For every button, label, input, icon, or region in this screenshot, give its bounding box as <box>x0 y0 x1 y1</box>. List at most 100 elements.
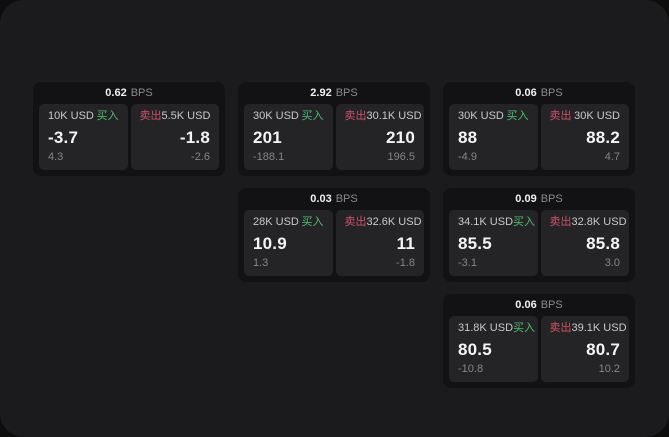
bps-value: 2.92 <box>310 87 332 99</box>
sell-panel[interactable]: 卖出 30.1K USD 210 196.5 <box>335 104 424 170</box>
sell-price: 85.8 <box>586 233 620 253</box>
sell-label-row: 卖出 30K USD <box>550 109 621 123</box>
buy-panel[interactable]: 34.1K USD 买入 85.5 -3.1 <box>449 210 538 276</box>
sell-delta: 4.7 <box>604 151 620 163</box>
sell-delta: 10.2 <box>598 363 620 375</box>
bps-value: 0.06 <box>515 87 537 99</box>
buy-size: 31.8K USD <box>458 322 514 334</box>
buy-size: 28K USD <box>253 216 299 228</box>
sell-price: -1.8 <box>179 127 210 147</box>
buy-price: 88 <box>458 127 478 147</box>
buy-label-row: 30K USD 买入 <box>458 109 529 123</box>
panels-row: 30K USD 买入 88 -4.9 卖出 30K USD 88.2 4.7 <box>443 104 635 176</box>
sell-side-label: 卖出 <box>549 110 572 122</box>
sell-label-row: 卖出 30.1K USD <box>344 109 422 123</box>
buy-size: 30K USD <box>253 110 299 122</box>
buy-label-row: 10K USD 买入 <box>48 109 119 123</box>
sell-panel[interactable]: 卖出 30K USD 88.2 4.7 <box>540 104 629 170</box>
sell-size: 32.6K USD <box>366 216 422 228</box>
buy-label-row: 30K USD 买入 <box>253 109 324 123</box>
buy-label-row: 31.8K USD 买入 <box>458 321 535 335</box>
sell-delta: 196.5 <box>387 151 415 163</box>
bps-value: 0.62 <box>105 87 127 99</box>
buy-side-label: 买入 <box>506 110 529 122</box>
buy-delta: -3.1 <box>458 257 477 269</box>
quote-card: 0.09 BPS 34.1K USD 买入 85.5 -3.1 卖出 32.8K… <box>443 188 635 282</box>
bps-unit: BPS <box>130 87 153 99</box>
bps-header: 2.92 BPS <box>238 82 430 104</box>
buy-price: 85.5 <box>458 233 492 253</box>
sell-price: 11 <box>396 233 415 253</box>
buy-label-row: 34.1K USD 买入 <box>458 215 535 229</box>
sell-size: 30.1K USD <box>366 110 422 122</box>
bps-header: 0.03 BPS <box>238 188 430 210</box>
buy-delta: -10.8 <box>458 363 484 375</box>
sell-side-label: 卖出 <box>549 322 572 334</box>
sell-delta: -1.8 <box>396 257 415 269</box>
sell-price: 88.2 <box>586 127 620 147</box>
quote-card: 2.92 BPS 30K USD 买入 201 -188.1 卖出 30.1K … <box>238 82 430 176</box>
quote-card: 0.06 BPS 31.8K USD 买入 80.5 -10.8 卖出 39.1… <box>443 294 635 388</box>
bps-value: 0.03 <box>310 193 332 205</box>
sell-side-label: 卖出 <box>139 110 162 122</box>
buy-side-label: 买入 <box>513 216 536 228</box>
sell-delta: -2.6 <box>191 151 210 163</box>
sell-panel[interactable]: 卖出 32.6K USD 11 -1.8 <box>335 210 424 276</box>
sell-size: 30K USD <box>574 110 620 122</box>
buy-panel[interactable]: 30K USD 买入 88 -4.9 <box>449 104 538 170</box>
sell-side-label: 卖出 <box>344 110 367 122</box>
buy-delta: 4.3 <box>48 151 64 163</box>
bps-value: 0.09 <box>515 193 537 205</box>
sell-label-row: 卖出 5.5K USD <box>140 109 211 123</box>
sell-side-label: 卖出 <box>344 216 367 228</box>
sell-size: 39.1K USD <box>571 322 627 334</box>
sell-label-row: 卖出 32.8K USD <box>549 215 627 229</box>
bps-header: 0.09 BPS <box>443 188 635 210</box>
sell-label-row: 卖出 32.6K USD <box>344 215 422 229</box>
bps-unit: BPS <box>335 193 358 205</box>
buy-panel[interactable]: 28K USD 买入 10.9 1.3 <box>244 210 333 276</box>
quote-card: 0.03 BPS 28K USD 买入 10.9 1.3 卖出 32.6K US… <box>238 188 430 282</box>
buy-delta: 1.3 <box>253 257 269 269</box>
sell-delta: 3.0 <box>604 257 620 269</box>
bps-unit: BPS <box>335 87 358 99</box>
sell-panel[interactable]: 卖出 32.8K USD 85.8 3.0 <box>540 210 629 276</box>
buy-side-label: 买入 <box>513 322 536 334</box>
sell-price: 80.7 <box>586 339 620 359</box>
panels-row: 10K USD 买入 -3.7 4.3 卖出 5.5K USD -1.8 -2.… <box>33 104 225 176</box>
buy-side-label: 买入 <box>96 110 119 122</box>
quote-card: 0.62 BPS 10K USD 买入 -3.7 4.3 卖出 5.5K USD… <box>33 82 225 176</box>
bps-value: 0.06 <box>515 299 537 311</box>
panels-row: 28K USD 买入 10.9 1.3 卖出 32.6K USD 11 -1.8 <box>238 210 430 282</box>
buy-side-label: 买入 <box>301 110 324 122</box>
bps-unit: BPS <box>540 299 563 311</box>
bps-header: 0.06 BPS <box>443 82 635 104</box>
panels-row: 31.8K USD 买入 80.5 -10.8 卖出 39.1K USD 80.… <box>443 316 635 388</box>
buy-panel[interactable]: 10K USD 买入 -3.7 4.3 <box>39 104 128 170</box>
buy-price: 80.5 <box>458 339 492 359</box>
buy-price: -3.7 <box>48 127 79 147</box>
panels-row: 30K USD 买入 201 -188.1 卖出 30.1K USD 210 1… <box>238 104 430 176</box>
sell-panel[interactable]: 卖出 39.1K USD 80.7 10.2 <box>540 316 629 382</box>
buy-delta: -188.1 <box>253 151 285 163</box>
buy-size: 34.1K USD <box>458 216 514 228</box>
sell-size: 32.8K USD <box>571 216 627 228</box>
sell-label-row: 卖出 39.1K USD <box>549 321 627 335</box>
sell-side-label: 卖出 <box>549 216 572 228</box>
bps-unit: BPS <box>540 193 563 205</box>
buy-size: 10K USD <box>48 110 94 122</box>
buy-panel[interactable]: 30K USD 买入 201 -188.1 <box>244 104 333 170</box>
buy-panel[interactable]: 31.8K USD 买入 80.5 -10.8 <box>449 316 538 382</box>
buy-delta: -4.9 <box>458 151 477 163</box>
buy-price: 201 <box>253 127 282 147</box>
buy-label-row: 28K USD 买入 <box>253 215 324 229</box>
sell-size: 5.5K USD <box>161 110 211 122</box>
sell-price: 210 <box>386 127 415 147</box>
buy-price: 10.9 <box>253 233 287 253</box>
quote-card: 0.06 BPS 30K USD 买入 88 -4.9 卖出 30K USD 8… <box>443 82 635 176</box>
sell-panel[interactable]: 卖出 5.5K USD -1.8 -2.6 <box>130 104 219 170</box>
panels-row: 34.1K USD 买入 85.5 -3.1 卖出 32.8K USD 85.8… <box>443 210 635 282</box>
bps-header: 0.06 BPS <box>443 294 635 316</box>
bps-header: 0.62 BPS <box>33 82 225 104</box>
